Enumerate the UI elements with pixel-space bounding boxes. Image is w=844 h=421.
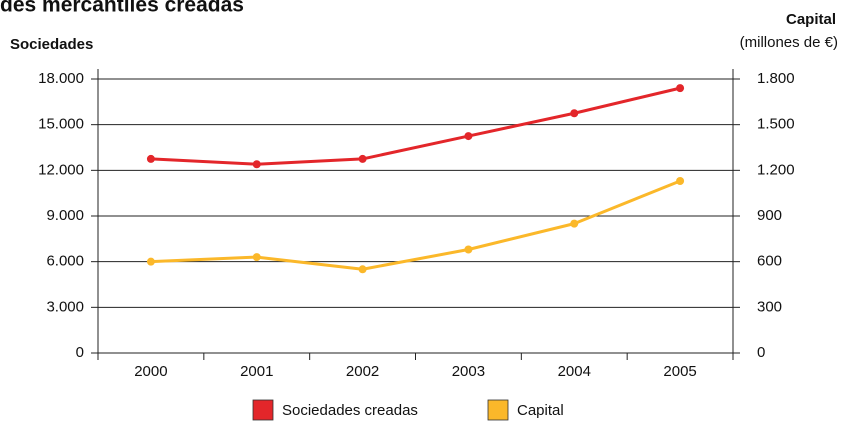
legend-swatch — [252, 399, 274, 421]
y2-tick-label: 1.200 — [757, 161, 795, 178]
point — [358, 154, 367, 163]
x-tick-label: 2000 — [134, 363, 167, 380]
y2-axis-sublabel: (millones de €) — [740, 34, 838, 51]
y2-tick-label: 300 — [757, 298, 782, 315]
point — [676, 84, 685, 93]
point — [252, 160, 261, 169]
y2-axis-label: Capital — [786, 11, 836, 28]
point — [146, 257, 155, 266]
point — [676, 176, 685, 185]
y2-tick-label: 900 — [757, 207, 782, 224]
point — [464, 245, 473, 254]
legend-label: Capital — [517, 402, 564, 419]
point — [358, 265, 367, 274]
chart-title: des mercantiles creadas — [0, 0, 244, 17]
legend-label: Sociedades creadas — [282, 402, 418, 419]
series-line — [150, 179, 681, 271]
point — [252, 253, 261, 262]
y-tick-label: 9.000 — [46, 207, 84, 224]
legend-swatch — [487, 399, 509, 421]
point — [146, 154, 155, 163]
series-line — [150, 86, 681, 166]
x-tick-label: 2002 — [346, 363, 379, 380]
x-tick-label: 2005 — [663, 363, 696, 380]
point — [570, 219, 579, 228]
point — [570, 109, 579, 118]
y-axis-label: Sociedades — [10, 36, 93, 53]
y2-tick-label: 1.800 — [757, 70, 795, 87]
x-tick-label: 2003 — [452, 363, 485, 380]
y2-tick-label: 0 — [757, 344, 765, 361]
y-tick-label: 0 — [76, 344, 84, 361]
y-tick-label: 6.000 — [46, 253, 84, 270]
x-tick-label: 2001 — [240, 363, 273, 380]
y-tick-label: 12.000 — [38, 161, 84, 178]
y-tick-label: 15.000 — [38, 116, 84, 133]
y2-tick-label: 600 — [757, 253, 782, 270]
x-tick-label: 2004 — [558, 363, 591, 380]
y2-tick-label: 1.500 — [757, 116, 795, 133]
point — [464, 132, 473, 141]
y-tick-label: 3.000 — [46, 298, 84, 315]
y-tick-label: 18.000 — [38, 70, 84, 87]
